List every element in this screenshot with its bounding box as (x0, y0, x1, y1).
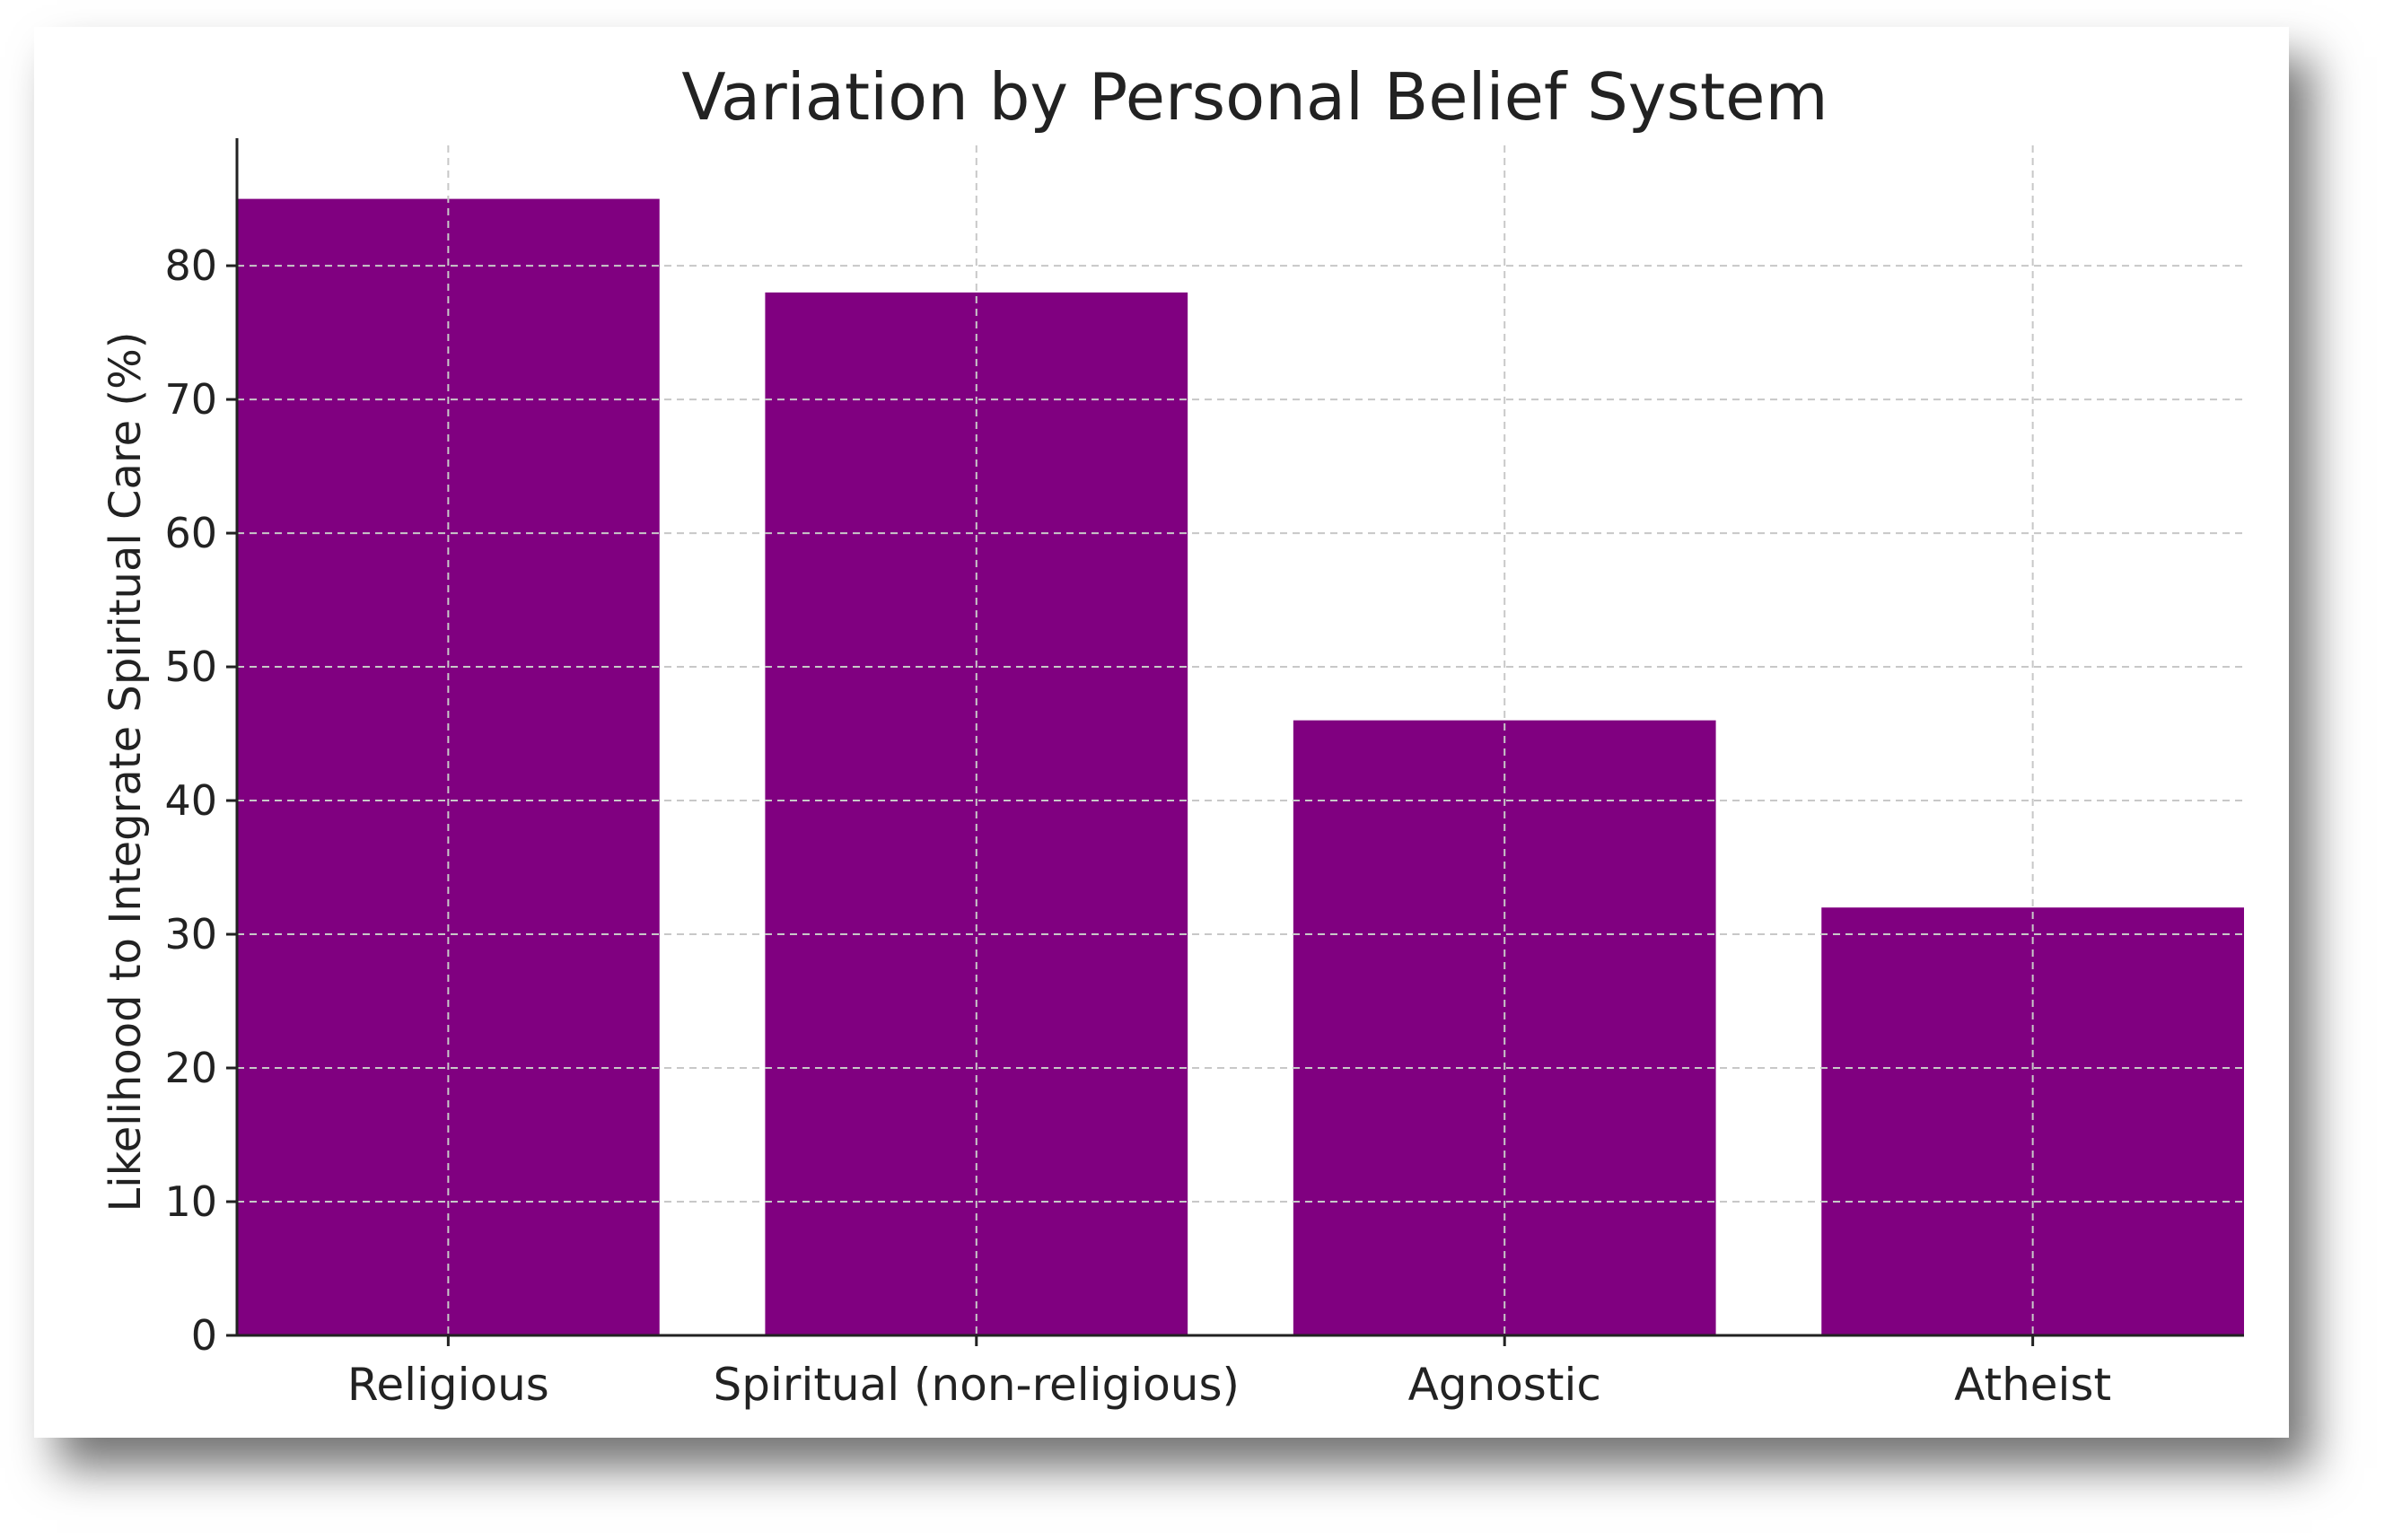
axes (226, 138, 2244, 1346)
tick-labels: 0 10 20 30 40 50 60 70 80 Religious Spiritual (non… (164, 241, 2111, 1411)
chart-title: Variation by Personal Belief System (681, 59, 1828, 135)
bar-chart: Variation by Personal Belief System 0 10 2… (101, 59, 2244, 1411)
y-tick-label: 60 (164, 509, 217, 557)
chart-figure: Variation by Personal Belief System 0 10 2… (34, 27, 2289, 1438)
x-tick-label: Religious (347, 1359, 549, 1411)
x-tick-label: Atheist (1954, 1359, 2111, 1411)
x-tick-label: Spiritual (non-religious) (714, 1359, 1240, 1411)
y-axis-label: Likelihood to Integrate Spiritual Care (… (101, 332, 151, 1212)
y-tick-label: 0 (191, 1311, 217, 1360)
bar-atheist (1821, 907, 2244, 1335)
y-tick-label: 20 (164, 1044, 217, 1092)
bars (237, 198, 2244, 1336)
y-tick-label: 80 (164, 241, 217, 290)
grid-lines (237, 145, 2244, 1335)
x-tick-label: Agnostic (1408, 1359, 1601, 1411)
y-tick-label: 10 (164, 1177, 217, 1226)
y-tick-label: 40 (164, 776, 217, 825)
y-tick-label: 50 (164, 643, 217, 691)
y-tick-label: 30 (164, 910, 217, 958)
y-tick-label: 70 (164, 375, 217, 424)
